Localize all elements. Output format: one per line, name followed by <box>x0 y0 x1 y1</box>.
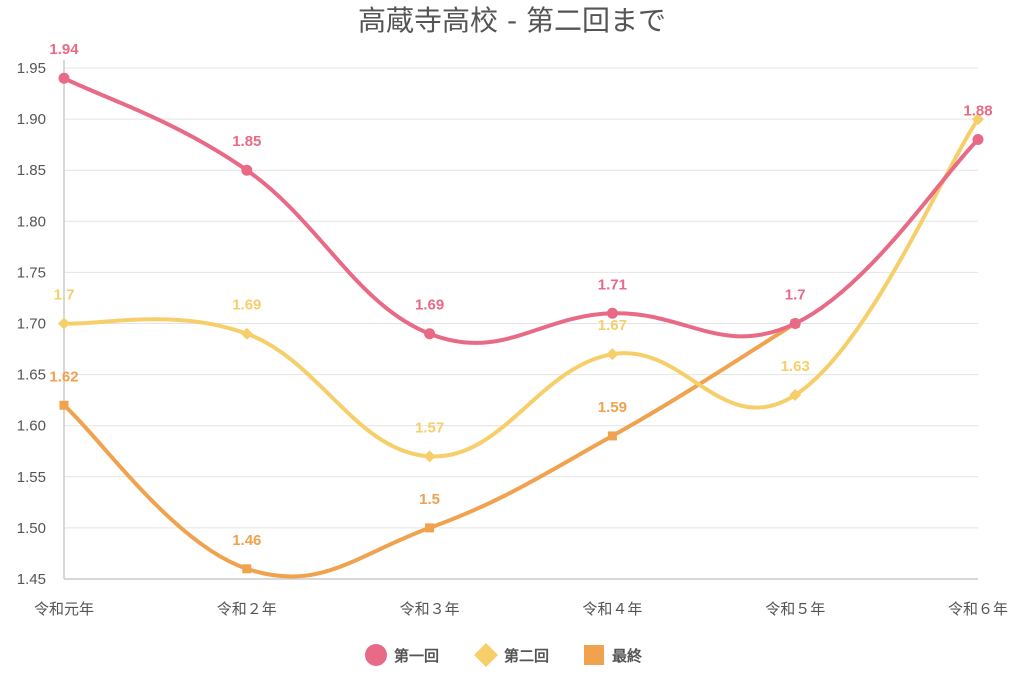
data-point <box>789 318 801 329</box>
x-tick-label: 令和２年 <box>217 600 277 618</box>
legend-item-0[interactable]: 第一回 <box>365 644 439 666</box>
legend-diamond-icon <box>474 643 498 667</box>
x-tick-label: 令和３年 <box>400 600 460 618</box>
legend-circle-icon <box>365 644 387 666</box>
data-label: 1.69 <box>415 297 444 314</box>
x-tick-label: 令和４年 <box>582 600 642 618</box>
y-axis-ticks: 1.45 1.50 1.55 1.60 1.65 1.70 1.75 1.80 1.85 1.90… <box>17 60 46 588</box>
data-labels: 1.62 1.46 1.5 1.59 1.7 1.69 1.57 1.67 1.63 1.94 1.… <box>49 41 992 549</box>
legend-label: 最終 <box>612 647 643 665</box>
y-tick-label: 1.65 <box>17 367 46 384</box>
data-label: 1.7 <box>785 287 806 304</box>
y-tick-label: 1.60 <box>17 418 46 435</box>
legend-item-1[interactable]: 第二回 <box>474 643 549 667</box>
data-label: 1.62 <box>49 368 78 385</box>
data-label: 1.57 <box>415 419 444 436</box>
data-point <box>606 348 619 361</box>
data-point <box>240 327 253 340</box>
x-tick-label: 令和６年 <box>948 600 1008 618</box>
y-tick-label: 1.55 <box>17 469 46 486</box>
data-label: 1.7 <box>54 287 75 304</box>
data-label: 1.59 <box>598 399 627 416</box>
data-label: 1.88 <box>963 103 992 120</box>
data-label: 1.85 <box>232 133 261 150</box>
series-markers <box>58 72 984 574</box>
data-point <box>606 307 618 319</box>
data-label: 1.5 <box>419 491 440 508</box>
legend-label: 第二回 <box>504 647 549 665</box>
gridlines <box>63 60 978 580</box>
y-tick-label: 1.75 <box>17 264 46 281</box>
legend[interactable]: 第一回 第二回 最終 <box>365 643 643 667</box>
data-point <box>972 113 984 126</box>
data-point <box>425 523 435 533</box>
data-point <box>58 72 70 84</box>
y-tick-label: 1.45 <box>17 571 46 588</box>
x-axis-ticks: 令和元年 令和２年 令和３年 令和４年 令和５年 令和６年 <box>34 600 1008 618</box>
y-tick-label: 1.50 <box>17 520 46 537</box>
data-point <box>607 431 617 441</box>
y-tick-label: 1.90 <box>17 111 46 128</box>
y-tick-label: 1.70 <box>17 316 46 333</box>
data-point <box>59 400 69 410</box>
legend-label: 第一回 <box>394 647 439 665</box>
x-tick-label: 令和元年 <box>34 600 94 618</box>
series-lines <box>62 76 980 579</box>
y-tick-label: 1.85 <box>17 162 46 179</box>
data-label: 1.67 <box>598 317 627 334</box>
data-label: 1.63 <box>781 358 810 375</box>
data-point <box>972 134 984 146</box>
data-point <box>424 328 436 340</box>
data-label: 1.46 <box>232 532 261 549</box>
series-line-2 <box>62 321 798 579</box>
legend-item-2[interactable]: 最終 <box>584 645 643 665</box>
data-point <box>789 389 802 402</box>
y-tick-label: 1.95 <box>17 60 46 77</box>
series-line-0 <box>62 76 980 345</box>
data-point <box>58 317 70 330</box>
y-tick-label: 1.80 <box>17 213 46 230</box>
legend-square-icon <box>584 645 604 665</box>
data-label: 1.94 <box>49 41 79 58</box>
data-point <box>241 164 253 176</box>
chart-title: 高蔵寺高校 - 第二回まで <box>358 4 666 37</box>
data-label: 1.69 <box>232 297 261 314</box>
data-label: 1.71 <box>598 276 627 293</box>
x-tick-label: 令和５年 <box>765 600 825 618</box>
data-point <box>423 450 436 463</box>
data-point <box>242 564 252 574</box>
